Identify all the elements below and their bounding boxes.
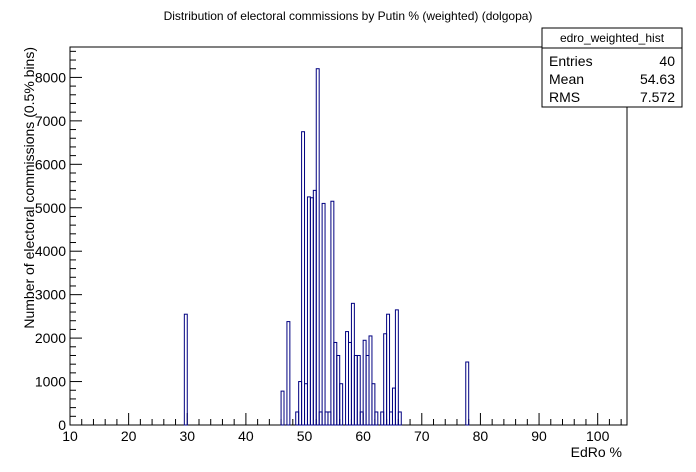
- histogram-bin: [465, 361, 470, 426]
- histogram-bin: [397, 411, 402, 426]
- histogram-bin: [374, 411, 379, 426]
- histogram-bins: [183, 68, 470, 426]
- histogram-bin: [330, 200, 335, 426]
- histogram-bin: [356, 354, 361, 426]
- x-tick-label: 20: [121, 428, 137, 444]
- stats-box-frame: [541, 27, 683, 108]
- histogram-bin: [368, 335, 373, 426]
- y-tick-label: 7000: [35, 113, 66, 129]
- y-tick-label: 4000: [35, 243, 66, 259]
- stats-mean-value: 54.63: [640, 71, 675, 87]
- stats-box-title: edro_weighted_hist: [560, 31, 665, 45]
- histogram-bin: [321, 202, 326, 426]
- x-tick-label: 50: [297, 428, 313, 444]
- stats-mean-label: Mean: [549, 71, 584, 87]
- x-tick-label: 100: [586, 428, 610, 444]
- stats-entries-label: Entries: [549, 53, 593, 69]
- y-tick-label: 6000: [35, 156, 66, 172]
- stats-entries-value: 40: [659, 53, 675, 69]
- x-axis-title: EdRo %: [571, 444, 622, 460]
- x-tick-label: 80: [473, 428, 489, 444]
- histogram-bin: [386, 313, 391, 426]
- histogram-bin: [394, 309, 399, 426]
- y-tick-label: 2000: [35, 330, 66, 346]
- y-tick-label: 3000: [35, 287, 66, 303]
- stats-rms-value: 7.572: [640, 89, 675, 105]
- histogram-bin: [183, 313, 188, 426]
- y-tick-label: 8000: [35, 69, 66, 85]
- chart-title: Distribution of electoral commissions by…: [164, 9, 533, 23]
- x-tick-label: 70: [414, 428, 430, 444]
- x-tick-label: 10: [62, 428, 78, 444]
- histogram-bin: [286, 321, 291, 426]
- y-tick-label: 1000: [35, 374, 66, 390]
- y-axis-title: Number of electoral commissions (0.5% bi…: [21, 47, 37, 329]
- axis-ticks: 10 20 30 40 50 60 70 80 90 1000100020003000400050…: [35, 50, 622, 444]
- x-tick-label: 60: [355, 428, 371, 444]
- x-tick-label: 40: [238, 428, 254, 444]
- y-tick-label: 0: [58, 417, 66, 433]
- histogram-bin: [301, 131, 306, 426]
- histogram-bin: [280, 390, 285, 426]
- x-tick-label: 90: [531, 428, 547, 444]
- x-tick-label: 30: [179, 428, 195, 444]
- histogram-bin: [315, 68, 320, 426]
- histogram-bin: [339, 383, 344, 426]
- histogram-bin: [371, 383, 376, 426]
- stats-box: edro_weighted_hist Entries 40 Mean 54.63…: [541, 27, 683, 108]
- stats-rms-label: RMS: [549, 89, 580, 105]
- y-tick-label: 5000: [35, 200, 66, 216]
